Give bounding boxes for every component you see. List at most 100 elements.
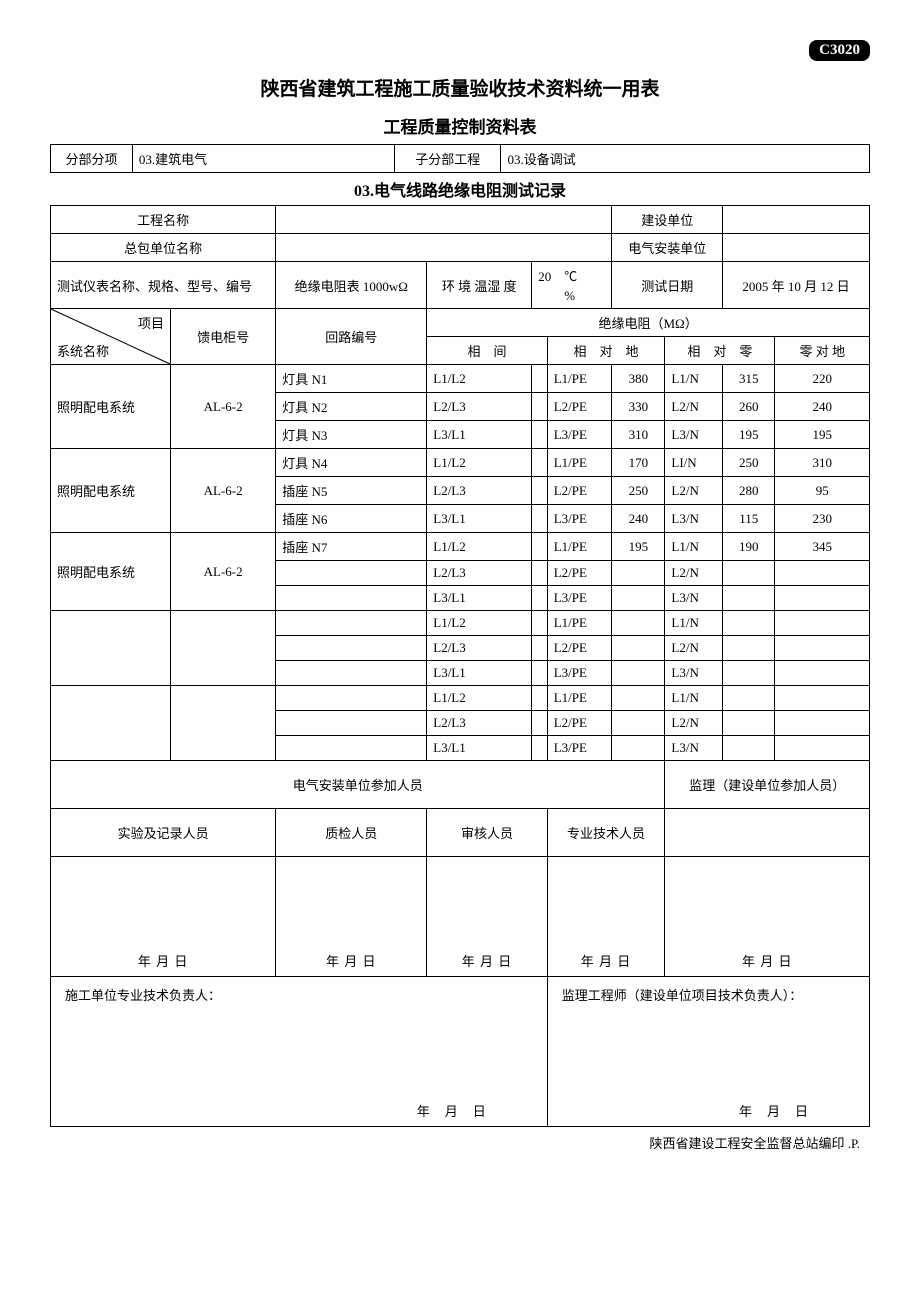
cell-ppv — [532, 686, 548, 711]
cell-pn: L2/N — [665, 636, 723, 661]
cell-feed: AL-6-2 — [171, 365, 276, 449]
cell-pp: L1/L2 — [427, 611, 532, 636]
record-title: 03.电气线路绝缘电阻测试记录 — [50, 173, 870, 205]
cell-pnv — [723, 711, 775, 736]
cell-ppv — [532, 661, 548, 686]
col-neutral-ground: 零 对 地 — [775, 337, 870, 365]
section-label-1: 分部分项 — [51, 145, 133, 173]
cell-pp: L3/L1 — [427, 736, 532, 761]
test-date-label: 测试日期 — [612, 262, 723, 309]
cell-pgv — [612, 661, 665, 686]
diag-bot-label: 系统名称 — [57, 341, 109, 360]
cell-pp: L1/L2 — [427, 686, 532, 711]
sig-date-2: 年 月 日 — [326, 954, 377, 969]
section-value-2: 03.设备调试 — [501, 145, 870, 173]
cell-pnv: 250 — [723, 449, 775, 477]
cell-pnv — [723, 736, 775, 761]
cell-ppv — [532, 393, 548, 421]
cell-circuit — [276, 686, 427, 711]
group-header: 绝缘电阻（MΩ） — [427, 309, 870, 337]
cell-pg: L2/PE — [547, 711, 612, 736]
cell-pnv — [723, 686, 775, 711]
instrument-label: 测试仪表名称、规格、型号、编号 — [51, 262, 276, 309]
cell-circuit — [276, 586, 427, 611]
participant-col-4: 专业技术人员 — [547, 809, 665, 857]
project-name-label: 工程名称 — [51, 206, 276, 234]
cell-pp: L3/L1 — [427, 505, 532, 533]
cell-pgv: 240 — [612, 505, 665, 533]
cell-pgv: 380 — [612, 365, 665, 393]
cell-ppv — [532, 711, 548, 736]
cell-pnv: 315 — [723, 365, 775, 393]
cell-circuit — [276, 561, 427, 586]
section-value-1: 03.建筑电气 — [132, 145, 394, 173]
cell-pg: L1/PE — [547, 611, 612, 636]
cell-pp: L3/L1 — [427, 421, 532, 449]
participant-col-2: 质检人员 — [276, 809, 427, 857]
cell-pg: L1/PE — [547, 686, 612, 711]
col-feed: 馈电柜号 — [171, 309, 276, 365]
cell-pg: L1/PE — [547, 533, 612, 561]
sig-5: 年 月 日 — [665, 857, 870, 977]
table-row: L1/L2 L1/PE L1/N — [51, 611, 870, 636]
env-label: 环 境 温湿 度 — [427, 262, 532, 309]
responsible-right: 监理工程师（建设单位项目技术负责人）： 年 月 日 — [547, 977, 869, 1127]
cell-pn: L3/N — [665, 736, 723, 761]
cell-pgv — [612, 686, 665, 711]
cell-pp: L1/L2 — [427, 365, 532, 393]
responsible-left-label: 施工单位专业技术负责人： — [57, 981, 541, 1008]
cell-circuit — [276, 611, 427, 636]
cell-pgv: 195 — [612, 533, 665, 561]
cell-pgv: 170 — [612, 449, 665, 477]
cell-ng — [775, 736, 870, 761]
cell-pn: L2/N — [665, 393, 723, 421]
cell-pg: L3/PE — [547, 586, 612, 611]
cell-pg: L2/PE — [547, 393, 612, 421]
cell-pgv — [612, 711, 665, 736]
table-row: 照明配电系统AL-6-2灯具 N4L1/L2L1/PE170LI/N250310 — [51, 449, 870, 477]
cell-pn: L3/N — [665, 505, 723, 533]
cell-pn: L2/N — [665, 711, 723, 736]
cell-ng — [775, 561, 870, 586]
cell-pgv — [612, 561, 665, 586]
cell-feed — [171, 686, 276, 761]
cell-pg: L3/PE — [547, 421, 612, 449]
main-title: 陕西省建筑工程施工质量验收技术资料统一用表 — [50, 74, 870, 101]
cell-ppv — [532, 586, 548, 611]
cell-circuit: 灯具 N1 — [276, 365, 427, 393]
sig-1: 年 月 日 — [51, 857, 276, 977]
cell-pnv: 115 — [723, 505, 775, 533]
cell-pp: L2/L3 — [427, 561, 532, 586]
participant-col-3: 审核人员 — [427, 809, 547, 857]
cell-pn: L1/N — [665, 611, 723, 636]
cell-system — [51, 611, 171, 686]
cell-pn: L3/N — [665, 421, 723, 449]
cell-ng: 195 — [775, 421, 870, 449]
cell-pg: L3/PE — [547, 736, 612, 761]
cell-circuit: 插座 N7 — [276, 533, 427, 561]
cell-ppv — [532, 421, 548, 449]
responsible-right-date: 年 月 日 — [739, 1101, 809, 1120]
cell-system: 照明配电系统 — [51, 533, 171, 611]
section-label-2: 子分部工程 — [394, 145, 500, 173]
cell-ng: 220 — [775, 365, 870, 393]
elec-participants-label: 电气安装单位参加人员 — [51, 761, 665, 809]
cell-pp: L2/L3 — [427, 477, 532, 505]
cell-pn: L1/N — [665, 365, 723, 393]
cell-ng — [775, 686, 870, 711]
cell-circuit: 灯具 N3 — [276, 421, 427, 449]
cell-system: 照明配电系统 — [51, 449, 171, 533]
cell-pg: L3/PE — [547, 505, 612, 533]
cell-circuit — [276, 711, 427, 736]
cell-pnv — [723, 661, 775, 686]
cell-pg: L2/PE — [547, 636, 612, 661]
cell-ppv — [532, 365, 548, 393]
diagonal-header: 项目 系统名称 — [51, 309, 171, 365]
elec-install-label: 电气安装单位 — [612, 234, 723, 262]
sig-2: 年 月 日 — [276, 857, 427, 977]
instrument-value: 绝缘电阻表 1000wΩ — [276, 262, 427, 309]
cell-pn: L3/N — [665, 586, 723, 611]
responsible-left: 施工单位专业技术负责人： 年 月 日 — [51, 977, 548, 1127]
elec-install-value — [723, 234, 870, 262]
cell-pg: L3/PE — [547, 661, 612, 686]
